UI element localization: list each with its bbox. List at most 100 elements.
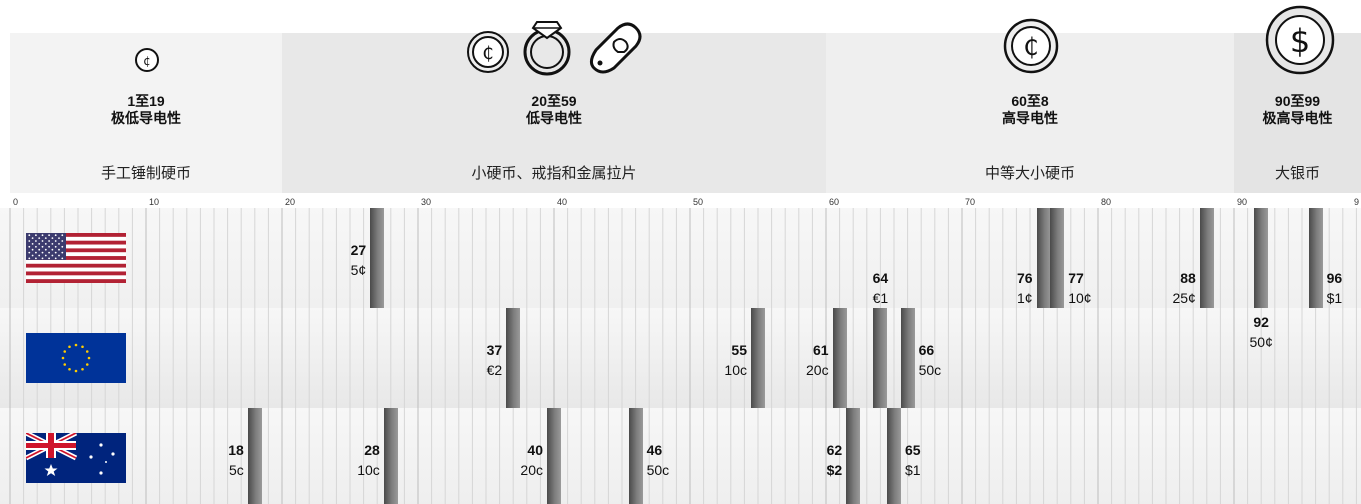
bar-value: 92 [1253,314,1269,330]
bar-value: 27 [350,242,367,258]
x-tick-label: 20 [285,197,296,207]
bar-label: 46 50c [647,440,670,480]
coin-denomination: 10c [357,462,380,478]
coin-denomination: 50¢ [1249,334,1273,350]
value-bar [1199,208,1214,308]
svg-text:₵: ₵ [482,43,493,64]
value-bar [547,408,561,504]
x-tick-label: 10 [149,197,160,207]
svg-text:$: $ [1290,22,1310,60]
coin-denomination: 50c [918,362,942,378]
svg-text:¢: ¢ [143,54,151,68]
bar-label: 40 20c [493,440,543,480]
coin-denomination: $1 [1326,290,1343,306]
value-bar [1050,208,1065,308]
small-coin-icon: ¢ [135,48,159,72]
bar-value: 62 [826,442,843,458]
value-bar [832,308,847,408]
coin-denomination: 10c [724,362,747,378]
coin-denomination: €1 [872,290,889,306]
row-band [0,208,1361,308]
row-band [0,408,1361,504]
x-tick-label: 90 [1237,197,1248,207]
value-bar [873,308,888,408]
value-bar [900,308,915,408]
category-range-label: 20至59 [531,93,577,109]
coin-denomination: 50c [646,462,670,478]
category-description: 中等大小硬币 [984,165,1075,182]
bar-value: 96 [1326,270,1343,286]
bar-value: 28 [364,442,380,458]
bar-value: 37 [486,342,503,358]
bar-label: 61 20c [779,340,829,380]
bar-label: 62 $2 [792,440,843,480]
bar-value: 88 [1180,270,1196,286]
category-description: 大银币 [1274,165,1320,182]
coin-denomination: €2 [486,362,503,378]
value-bar [751,308,765,408]
bar-label: 37 €2 [452,340,503,380]
coin-denomination: 25¢ [1172,290,1196,306]
coin-denomination: 5c [229,462,244,478]
coin-denomination: 10¢ [1068,290,1092,306]
category-band [282,33,826,193]
usa-flag [26,233,126,283]
bar-value: 65 [905,442,921,458]
category-description: 手工锤制硬币 [100,165,191,182]
category-range-label: 60至8 [1011,93,1049,109]
bar-label: 65 $1 [905,440,921,480]
bar-value: 77 [1068,270,1084,286]
bar-label: 18 5c [194,440,244,480]
coin-denomination: 1¢ [1017,290,1033,306]
bar-value: 40 [527,442,543,458]
coin-denomination: $2 [826,462,843,478]
value-bar [247,408,262,504]
value-bar [370,208,385,308]
category-description: 小硬币、戒指和金属拉片 [471,165,637,182]
value-bar [383,408,398,504]
value-bar [628,408,643,504]
category-name: 极低导电性 [111,110,181,126]
bar-label: 76 1¢ [983,268,1033,308]
category-name: 高导电性 [1002,110,1058,126]
australia-flag [26,433,126,483]
bar-label: 96 $1 [1327,268,1343,308]
bar-label: 28 10c [330,440,380,480]
value-bar [1254,208,1269,308]
coin-denomination: $1 [905,462,921,478]
bar-label: 92 50¢ [1241,312,1281,352]
bar-value: 18 [228,442,244,458]
eu-flag [26,333,126,383]
x-tick-label: 80 [1101,197,1112,207]
svg-text:₵: ₵ [1023,33,1038,61]
value-bar [506,308,521,408]
category-name: 低导电性 [526,110,582,126]
bar-label: 77 10¢ [1068,268,1091,308]
value-bar [846,408,861,504]
x-tick-label: 30 [421,197,432,207]
coin-denomination: 5¢ [350,262,367,278]
x-tick-label: 9 [1354,197,1360,207]
category-name: 极高导电性 [1262,110,1333,126]
pull-tab-icon [589,22,642,74]
value-bar [887,408,901,504]
bar-value: 76 [1017,270,1033,286]
x-tick-label: 50 [693,197,704,207]
value-bar [1036,208,1051,308]
bar-value: 55 [731,342,747,358]
x-tick-label: 0 [13,197,19,207]
bar-label: 64 €1 [860,268,900,308]
ring-icon [523,21,571,76]
x-tick-label: 70 [965,197,976,207]
category-range-label: 90至99 [1274,93,1321,109]
bar-label: 66 50c [919,340,942,380]
value-bar [1308,208,1323,308]
coin-denomination: 20c [520,462,543,478]
category-range-label: 1至19 [127,93,165,109]
x-tick-label: 40 [557,197,568,207]
dollar-coin-icon: $ [1265,5,1335,75]
bar-value: 64 [872,270,889,286]
bar-label: 55 10c [697,340,747,380]
